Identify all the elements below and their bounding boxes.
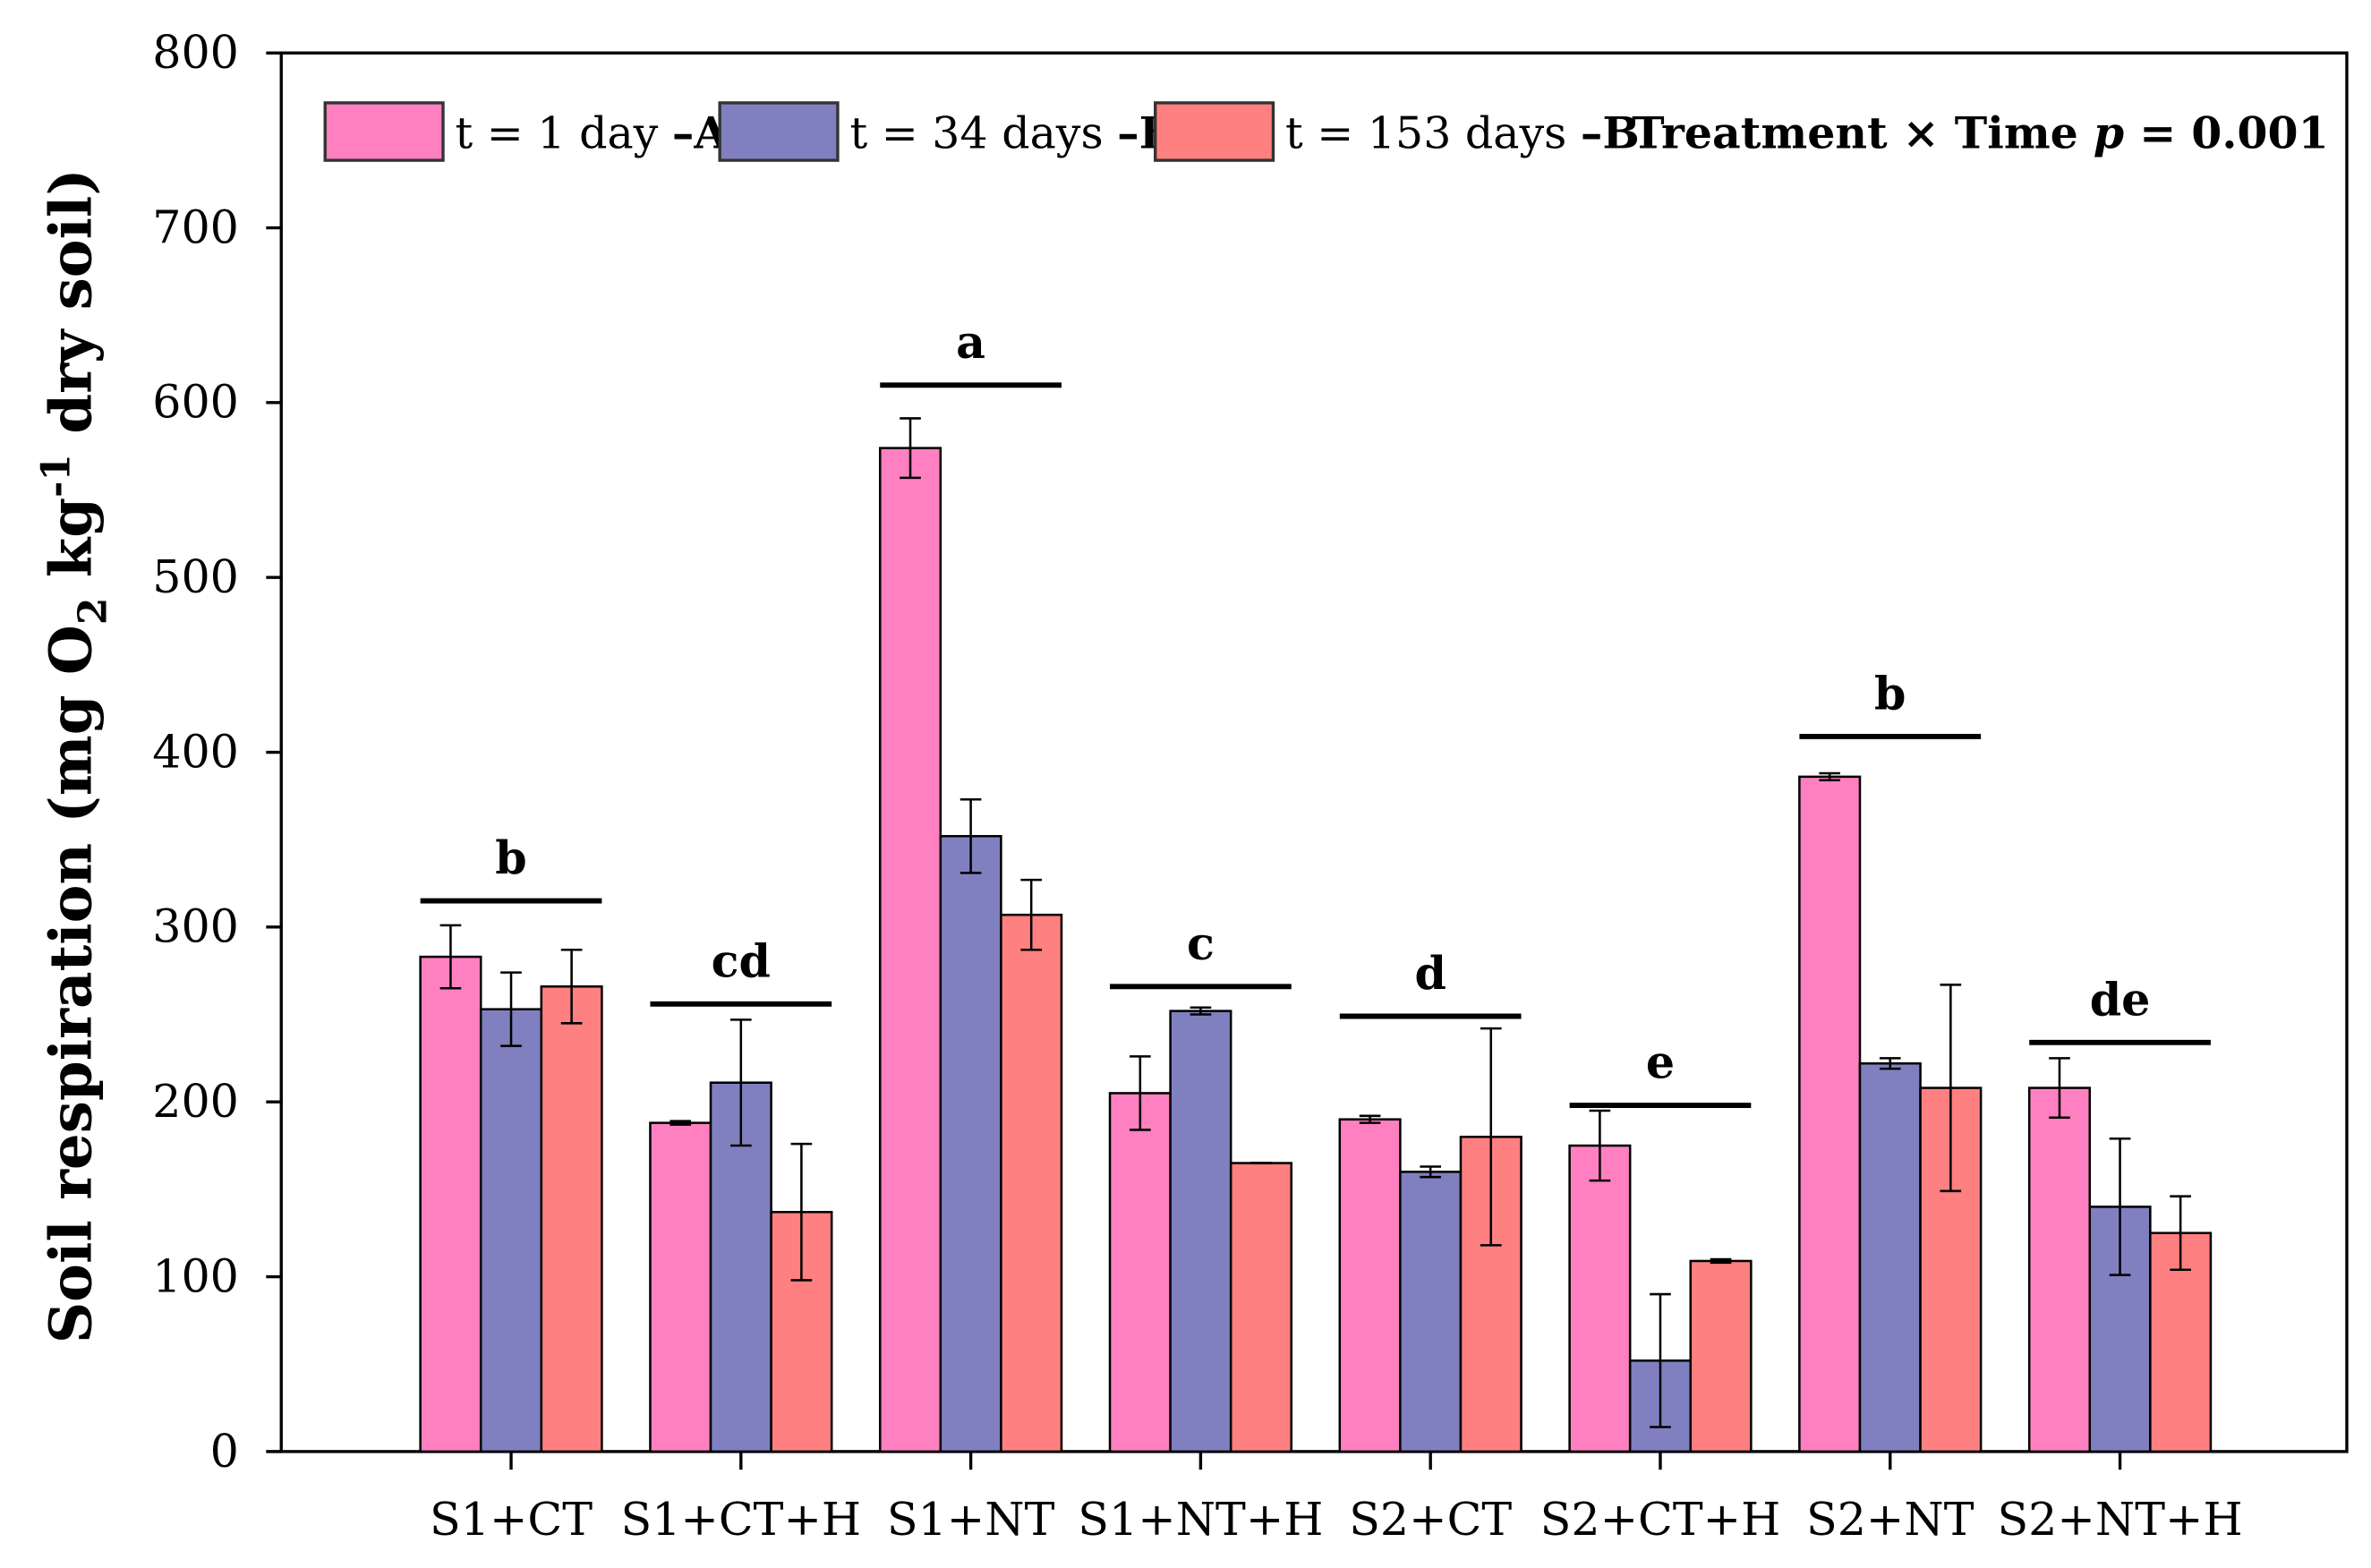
x-tick-label: S1+CT+H <box>620 1493 861 1546</box>
bar <box>878 447 942 1453</box>
y-tick-label: 100 <box>152 1249 239 1302</box>
group-letter: a <box>956 315 985 369</box>
x-tick-label: S2+NT+H <box>1997 1493 2242 1546</box>
y-tick-label: 200 <box>152 1075 239 1128</box>
legend-swatch <box>718 101 840 162</box>
bar <box>1169 1010 1232 1453</box>
legend-label: t = 1 day –A <box>456 107 729 159</box>
y-axis-label: Soil respiration (mg O2 kg-1 dry soil) <box>34 168 116 1343</box>
bar <box>1338 1118 1402 1453</box>
bar <box>479 1008 543 1453</box>
y-tick-label: 300 <box>152 900 239 953</box>
bar <box>2027 1087 2092 1453</box>
group-letter: cd <box>712 933 771 987</box>
interaction-annotation: Treatment × Time p = 0.001 <box>1632 107 2329 159</box>
group-letter: e <box>1646 1035 1675 1089</box>
x-tick-label: S2+CT+H <box>1540 1493 1781 1546</box>
bar <box>1798 775 1862 1453</box>
bar <box>1229 1162 1293 1453</box>
y-tick-label: 500 <box>152 550 239 603</box>
group-letter: de <box>2090 972 2151 1026</box>
bar <box>1858 1061 1922 1453</box>
y-tick-label: 400 <box>152 725 239 778</box>
group-letter: d <box>1414 946 1446 1000</box>
legend-label: t = 34 days –B <box>849 107 1176 159</box>
x-tick-label: S1+NT <box>887 1493 1055 1546</box>
bar <box>1108 1092 1172 1453</box>
y-tick-label: 0 <box>210 1425 239 1478</box>
x-tick-label: S1+NT+H <box>1078 1493 1323 1546</box>
legend-swatch <box>323 101 445 162</box>
y-tick-label: 800 <box>152 26 239 79</box>
y-tick-label: 600 <box>152 376 239 429</box>
legend-label: t = 153 days –B <box>1285 107 1640 159</box>
bar <box>1399 1171 1463 1453</box>
bar <box>1568 1144 1632 1453</box>
legend-swatch <box>1154 101 1275 162</box>
bar <box>1000 913 1063 1453</box>
legend: t = 1 day –A t = 34 days –B t = 153 days –… <box>323 101 1640 162</box>
x-tick-label: S2+NT <box>1806 1493 1974 1546</box>
bar <box>540 985 603 1453</box>
x-tick-label: S1+CT <box>430 1493 593 1546</box>
bar <box>649 1121 712 1453</box>
group-letter: b <box>1874 667 1906 720</box>
y-tick-label: 700 <box>152 200 239 253</box>
bar <box>1689 1259 1753 1453</box>
bar <box>419 955 482 1453</box>
group-letter: c <box>1187 916 1215 970</box>
bar <box>939 835 1002 1453</box>
group-letter: b <box>495 831 526 884</box>
axes: 0 100 200 300 400 500 600 700 800 S1+CT S1+CT+H S1+… <box>152 26 2349 1546</box>
x-tick-label: S2+CT <box>1349 1493 1512 1546</box>
